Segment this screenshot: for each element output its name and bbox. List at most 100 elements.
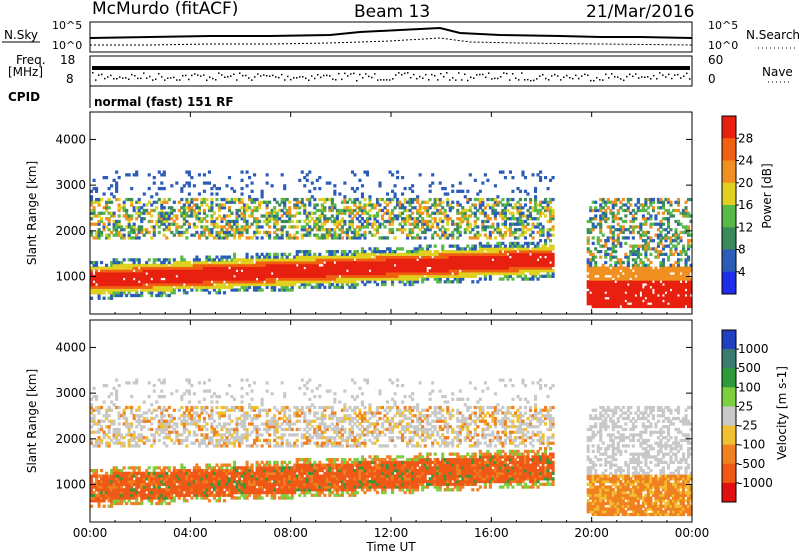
power-cell — [90, 285, 94, 289]
power-cell — [115, 291, 119, 295]
power-cell — [315, 225, 319, 229]
power-cell — [225, 269, 229, 273]
power-cell — [350, 258, 354, 262]
power-cell — [586, 280, 590, 284]
power-cell — [511, 211, 515, 215]
power-cell — [421, 271, 425, 276]
power-cell — [536, 255, 540, 259]
power-cell — [90, 269, 94, 273]
power-cell — [165, 274, 169, 278]
power-cell — [207, 291, 211, 295]
power-cell — [468, 269, 472, 273]
power-cell — [140, 282, 144, 287]
nave-point — [560, 79, 562, 81]
power-cell — [250, 280, 254, 284]
power-cell — [125, 211, 129, 215]
power-cell — [117, 288, 121, 292]
power-cell — [406, 200, 410, 204]
power-cell — [458, 230, 462, 235]
nave-point — [674, 74, 676, 76]
power-cell — [508, 258, 512, 262]
power-cell — [222, 255, 227, 259]
power-cell — [431, 225, 435, 229]
power-cell — [147, 291, 151, 295]
power-cell — [373, 247, 377, 251]
power-cell — [340, 219, 344, 224]
nave-point — [356, 79, 358, 82]
power-cell — [408, 200, 412, 204]
nave-point — [548, 79, 550, 81]
power-cell — [521, 247, 525, 251]
power-cell — [345, 258, 349, 262]
power-cell — [391, 173, 395, 177]
power-cell — [591, 241, 595, 246]
power-cell — [518, 247, 523, 251]
power-cell — [453, 258, 457, 262]
power-cell — [353, 208, 357, 213]
power-cell — [147, 173, 151, 177]
power-cell — [298, 263, 302, 267]
power-cell — [591, 228, 595, 232]
power-cell — [227, 219, 232, 224]
power-cell — [115, 282, 119, 287]
power-cell — [388, 247, 392, 251]
power-cell — [686, 255, 691, 259]
power-cell — [368, 271, 372, 276]
power-cell — [591, 236, 595, 240]
power-cell — [150, 269, 154, 273]
power-cell — [333, 269, 337, 273]
power-cell — [308, 277, 312, 281]
power-cell — [531, 260, 535, 265]
power-cell — [463, 266, 467, 270]
power-cell — [401, 219, 405, 224]
power-cell — [278, 228, 282, 232]
power-cell — [669, 228, 673, 232]
power-cell — [100, 260, 104, 265]
power-cell — [248, 269, 252, 273]
power-cell — [107, 233, 111, 237]
power-cell — [426, 214, 430, 218]
nave-point — [287, 75, 289, 78]
power-cell — [340, 211, 344, 215]
power-cell — [345, 266, 349, 270]
power-cell — [258, 274, 262, 278]
power-cell — [521, 214, 525, 218]
power-cell — [355, 233, 359, 237]
nave-point — [590, 79, 592, 82]
power-cell — [350, 269, 354, 273]
power-cell — [551, 228, 555, 232]
power-cell — [355, 263, 359, 267]
power-cell — [516, 269, 520, 273]
power-cell — [481, 244, 485, 248]
power-cell — [531, 173, 535, 177]
power-cell — [243, 280, 247, 284]
power-cell — [333, 274, 337, 278]
power-cell — [97, 296, 101, 300]
power-cell — [107, 296, 111, 300]
power-cell — [523, 269, 528, 273]
power-cell — [280, 219, 284, 224]
power-cell — [268, 214, 272, 218]
power-cell — [258, 271, 262, 276]
power-cell — [192, 269, 196, 273]
power-cell — [315, 222, 319, 226]
power-cell — [446, 236, 450, 240]
power-cell — [358, 203, 362, 207]
freq-label-line2: [MHz] — [8, 65, 43, 79]
power-cell — [501, 208, 505, 213]
power-cell — [250, 258, 254, 262]
power-cell — [190, 206, 194, 210]
power-cell — [330, 219, 334, 224]
power-cell — [263, 219, 267, 224]
power-cell — [137, 228, 141, 232]
power-cell — [90, 277, 94, 281]
power-cell — [360, 260, 365, 265]
power-cell — [679, 236, 683, 240]
power-cell — [258, 280, 262, 284]
power-cell — [388, 260, 392, 265]
power-cell — [308, 170, 312, 174]
power-cell — [416, 266, 420, 270]
power-cell — [258, 206, 262, 210]
power-cell — [215, 274, 219, 278]
